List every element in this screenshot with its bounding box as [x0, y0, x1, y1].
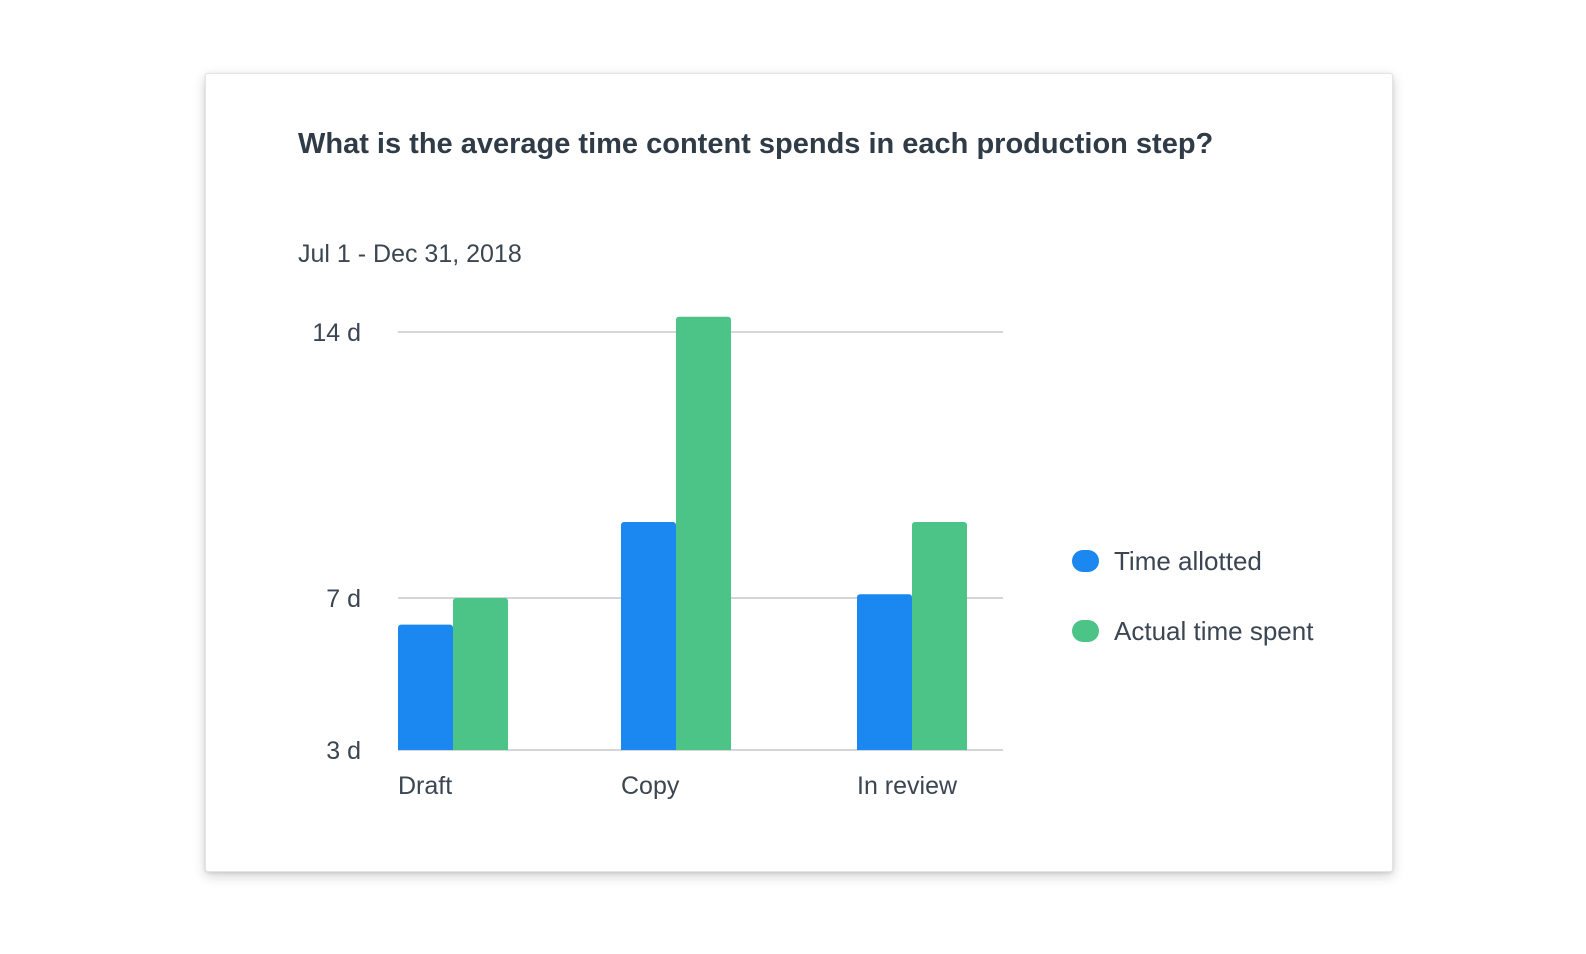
- bar-base: [398, 746, 453, 750]
- y-tick-label: 14 d: [312, 319, 361, 347]
- chart-card: What is the average time content spends …: [205, 73, 1393, 872]
- bar-draft-allotted: [398, 624, 453, 750]
- x-category-label: Draft: [398, 772, 452, 800]
- y-tick-label: 3 d: [326, 737, 361, 765]
- bar-base: [453, 746, 508, 750]
- legend-label-actual: Actual time spent: [1114, 616, 1314, 646]
- legend: Time allotted Actual time spent: [1072, 546, 1314, 646]
- bar-copy-allotted: [621, 522, 676, 750]
- bar-base: [912, 746, 967, 750]
- legend-swatch-actual: [1072, 620, 1099, 642]
- legend-swatch-allotted: [1072, 550, 1099, 572]
- bars: [398, 316, 967, 750]
- y-tick-label: 7 d: [326, 585, 361, 613]
- bar-draft-actual: [453, 598, 508, 750]
- bar-base: [676, 746, 731, 750]
- date-range-label: Jul 1 - Dec 31, 2018: [298, 240, 522, 268]
- bar-copy-actual: [676, 316, 731, 750]
- legend-label-allotted: Time allotted: [1114, 546, 1262, 576]
- bar-in-review-actual: [912, 522, 967, 750]
- bar-in-review-allotted: [857, 594, 912, 750]
- chart-title: What is the average time content spends …: [298, 128, 1214, 160]
- x-category-label: Copy: [621, 772, 680, 800]
- axis-labels: 14 d 7 d 3 d Draft Copy In review: [312, 319, 958, 800]
- x-category-label: In review: [857, 772, 958, 800]
- bar-base: [857, 746, 912, 750]
- bar-base: [621, 746, 676, 750]
- bar-chart: 14 d 7 d 3 d Draft Copy In review Time allott…: [312, 316, 1314, 800]
